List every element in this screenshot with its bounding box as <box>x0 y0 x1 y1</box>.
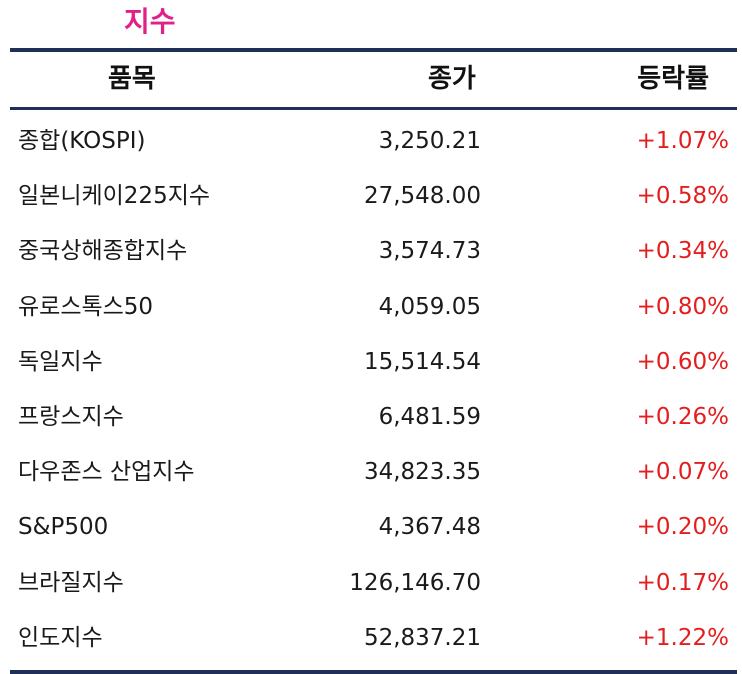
row-close: 126,146.70 <box>349 569 481 596</box>
row-name: 일본니케이225지수 <box>18 183 211 210</box>
row-change: +0.58% <box>636 183 729 210</box>
table-header-rule <box>10 107 737 110</box>
table-body: 종합(KOSPI) 3,250.21 +1.07% 일본니케이225지수 27,… <box>10 110 737 670</box>
row-change: +1.07% <box>636 128 729 154</box>
table-top-rule <box>10 48 737 52</box>
row-close: 27,548.00 <box>363 183 481 210</box>
table-row: 일본니케이225지수 27,548.00 +0.58% <box>10 169 737 224</box>
index-table: 품목 종가 등락률 종합(KOSPI) 3,250.21 +1.07% 일본니케… <box>10 48 737 674</box>
row-change: +0.80% <box>636 293 729 320</box>
row-name: 종합(KOSPI) <box>18 128 146 154</box>
row-change: +0.07% <box>636 459 729 486</box>
table-header: 품목 종가 등락률 <box>10 52 737 107</box>
row-name: 독일지수 <box>18 348 103 375</box>
row-close: 3,574.73 <box>378 238 481 265</box>
row-close: 4,367.48 <box>378 514 481 541</box>
row-name: 프랑스지수 <box>18 403 124 430</box>
table-row: 유로스톡스50 4,059.05 +0.80% <box>10 280 737 335</box>
table-row: 독일지수 15,514.54 +0.60% <box>10 335 737 390</box>
header-close: 종가 <box>428 64 476 94</box>
table-row: 브라질지수 126,146.70 +0.17% <box>10 556 737 611</box>
row-name: 유로스톡스50 <box>18 293 154 320</box>
row-close: 3,250.21 <box>378 128 481 154</box>
row-close: 6,481.59 <box>378 403 481 430</box>
row-change: +0.20% <box>636 514 729 541</box>
row-name: 중국상해종합지수 <box>18 238 188 265</box>
table-row: 종합(KOSPI) 3,250.21 +1.07% <box>10 114 737 169</box>
table-row: 중국상해종합지수 3,574.73 +0.34% <box>10 224 737 279</box>
row-close: 52,837.21 <box>363 624 481 651</box>
row-change: +1.22% <box>636 624 729 651</box>
row-name: 인도지수 <box>18 624 103 651</box>
row-change: +0.34% <box>636 238 729 265</box>
header-name: 품목 <box>108 64 156 94</box>
section-title: 지수 <box>124 5 176 38</box>
row-close: 15,514.54 <box>363 348 481 375</box>
row-name: 다우존스 산업지수 <box>18 459 195 486</box>
row-change: +0.60% <box>636 348 729 375</box>
table-row: 프랑스지수 6,481.59 +0.26% <box>10 390 737 445</box>
row-close: 34,823.35 <box>363 459 481 486</box>
table-row: 인도지수 52,837.21 +1.22% <box>10 611 737 666</box>
header-change: 등락률 <box>637 64 709 94</box>
row-close: 4,059.05 <box>378 293 481 320</box>
row-change: +0.26% <box>636 403 729 430</box>
row-change: +0.17% <box>636 569 729 596</box>
row-name: S&P500 <box>18 514 109 541</box>
table-row: 다우존스 산업지수 34,823.35 +0.07% <box>10 445 737 500</box>
table-row: S&P500 4,367.48 +0.20% <box>10 500 737 555</box>
row-name: 브라질지수 <box>18 569 124 596</box>
table-bottom-rule <box>10 669 737 674</box>
